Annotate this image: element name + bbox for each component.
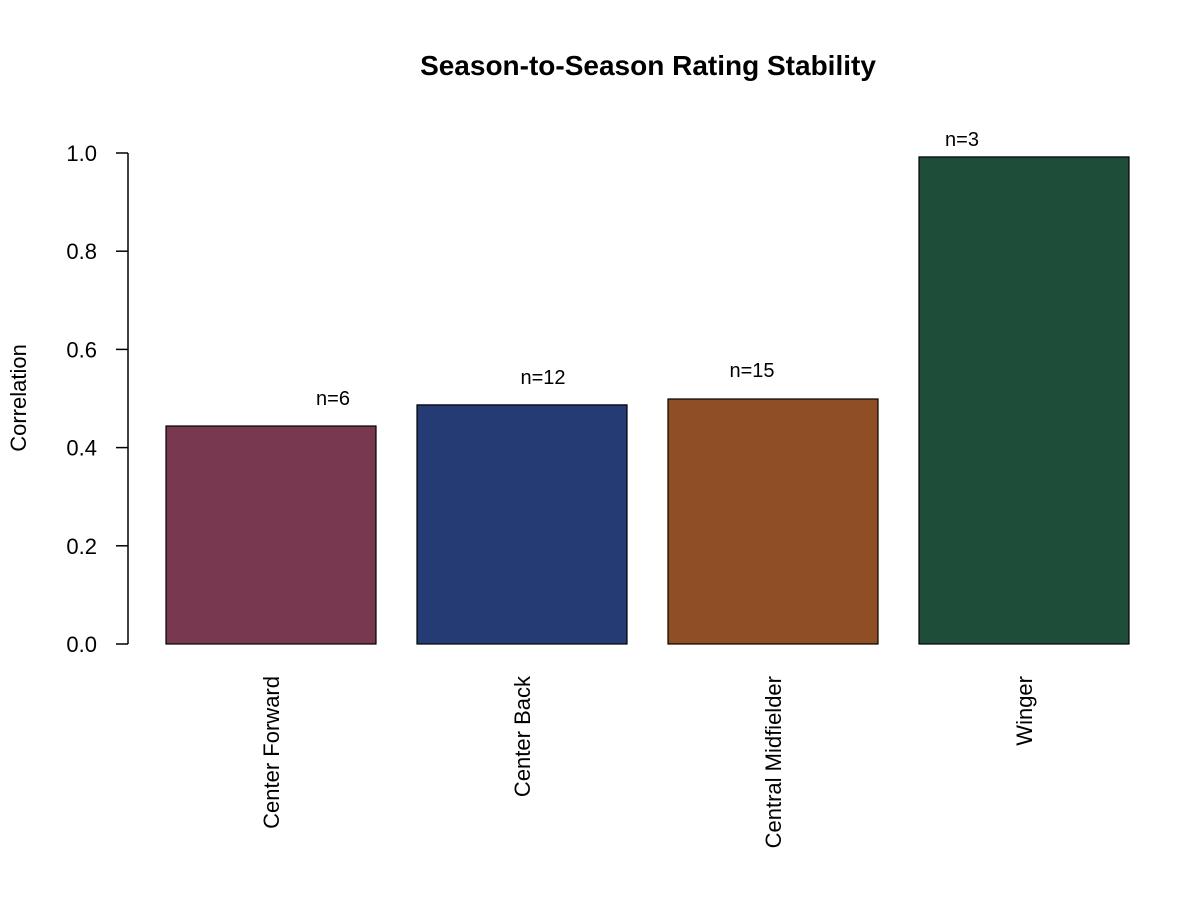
y-tick-label: 0.2 (66, 534, 97, 559)
y-tick-label: 0.0 (66, 632, 97, 657)
chart-title: Season-to-Season Rating Stability (420, 50, 876, 81)
x-tick-label: Center Forward (259, 676, 284, 829)
bar-annotation: n=15 (729, 360, 774, 382)
bar-annotation: n=3 (945, 129, 979, 151)
y-tick-label: 0.4 (66, 436, 97, 461)
bar-annotation: n=6 (316, 388, 350, 410)
y-tick-label: 0.6 (66, 337, 97, 362)
y-axis-label: Correlation (6, 344, 31, 452)
x-tick-label: Center Back (510, 675, 535, 797)
y-tick-label: 1.0 (66, 141, 97, 166)
x-tick-label: Central Midfielder (761, 676, 786, 848)
bar (165, 425, 377, 645)
x-tick-label: Winger (1012, 676, 1037, 746)
bar (918, 156, 1130, 645)
bar (667, 398, 879, 645)
y-tick-label: 0.8 (66, 239, 97, 264)
bar-annotation: n=12 (520, 367, 565, 389)
bar (416, 404, 628, 645)
